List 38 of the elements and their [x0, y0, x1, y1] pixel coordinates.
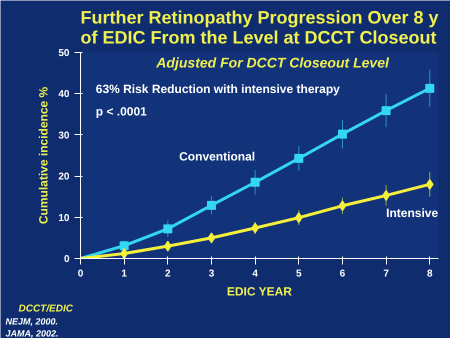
x-tick-label: 4 — [252, 268, 258, 280]
x-tick-label: 6 — [340, 268, 346, 280]
x-tick-label: 7 — [383, 268, 390, 280]
point — [120, 248, 128, 258]
y-tick-label: 40 — [58, 89, 70, 100]
point — [425, 84, 434, 93]
point — [382, 106, 391, 116]
annotation: p < .0001 — [96, 104, 148, 118]
chart-subtitle: Adjusted For DCCT Closeout Level — [155, 54, 390, 70]
point — [164, 240, 172, 252]
x-tick-label: 5 — [296, 268, 302, 280]
x-tick-label: 1 — [121, 268, 128, 280]
x-tick-label: 3 — [208, 268, 215, 280]
annotation: 63% Risk Reduction with intensive therapy — [96, 82, 340, 96]
x-tick-label: 2 — [165, 268, 172, 280]
y-tick-label: 50 — [58, 48, 70, 59]
point — [338, 130, 347, 139]
series-label: Intensive — [386, 206, 438, 220]
point — [294, 154, 304, 163]
y-axis-title: Cumulative incidence % — [36, 86, 50, 224]
x-tick-label: 8 — [426, 268, 433, 280]
point — [250, 178, 260, 187]
text: DCCT/EDIC — [18, 304, 74, 314]
text: JAMA, 2002. — [6, 328, 59, 338]
y-tick-label: 20 — [58, 172, 70, 183]
point — [120, 241, 129, 250]
y-tick-label: 0 — [64, 254, 70, 265]
chart-title: Further Retinopathy Progression Over 8 y of EDIC From the Level at DCCT Closeout — [80, 8, 439, 48]
series-label: Conventional — [179, 150, 256, 164]
point — [294, 212, 303, 224]
point — [163, 224, 172, 234]
point — [206, 200, 216, 210]
text: NEJM, 2000. — [6, 316, 58, 326]
point — [426, 178, 434, 190]
y-tick-label: 30 — [58, 130, 70, 142]
x-axis-title: EDIC YEAR — [226, 284, 292, 298]
y-tick-label: 10 — [58, 212, 70, 224]
x-tick-label: 0 — [78, 268, 84, 280]
